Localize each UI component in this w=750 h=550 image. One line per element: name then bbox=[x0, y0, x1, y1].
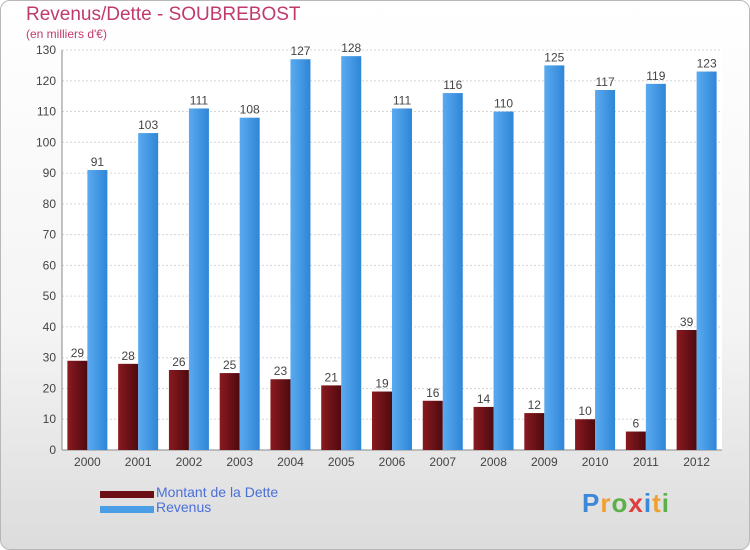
bar-dette bbox=[118, 363, 139, 450]
data-label-dette: 26 bbox=[172, 355, 186, 369]
bar-revenus bbox=[239, 117, 260, 450]
bar-dette bbox=[473, 406, 494, 450]
y-tick-label: 80 bbox=[43, 197, 57, 211]
data-label-dette: 39 bbox=[680, 315, 694, 329]
data-label-dette: 23 bbox=[274, 364, 288, 378]
y-tick-label: 120 bbox=[36, 74, 56, 88]
bar-revenus bbox=[696, 71, 717, 451]
bar-dette bbox=[67, 360, 88, 450]
logo-letter: t bbox=[652, 488, 662, 518]
bar-revenus bbox=[341, 56, 362, 451]
bar-revenus bbox=[290, 59, 311, 450]
bar-revenus bbox=[544, 65, 565, 450]
logo-letter: P bbox=[582, 488, 601, 518]
x-tick-label: 2005 bbox=[328, 455, 355, 469]
data-label-dette: 19 bbox=[375, 377, 389, 391]
bar-revenus bbox=[392, 108, 412, 450]
bar-dette bbox=[321, 385, 342, 450]
data-label-dette: 21 bbox=[325, 370, 339, 384]
x-tick-label: 2006 bbox=[379, 455, 406, 469]
bar-dette bbox=[575, 419, 596, 450]
proxiti-logo: Proxiti bbox=[582, 488, 670, 519]
data-label-dette: 14 bbox=[477, 392, 491, 406]
x-tick-label: 2008 bbox=[480, 455, 507, 469]
logo-letter: r bbox=[600, 488, 612, 518]
data-label-dette: 25 bbox=[223, 358, 237, 372]
bar-dette bbox=[372, 391, 392, 450]
data-label-dette: 28 bbox=[121, 349, 135, 363]
x-tick-label: 2011 bbox=[633, 455, 659, 469]
data-label-dette: 6 bbox=[633, 417, 640, 431]
bar-revenus bbox=[138, 133, 159, 451]
data-label-revenus: 91 bbox=[91, 155, 105, 169]
x-tick-label: 2004 bbox=[277, 455, 304, 469]
y-tick-label: 10 bbox=[43, 412, 57, 426]
data-label-revenus: 119 bbox=[646, 69, 665, 83]
y-tick-label: 40 bbox=[43, 320, 57, 334]
data-label-revenus: 116 bbox=[443, 78, 462, 92]
y-tick-label: 110 bbox=[37, 105, 56, 119]
x-tick-label: 2002 bbox=[176, 455, 203, 469]
y-tick-label: 130 bbox=[36, 43, 56, 57]
x-tick-label: 2003 bbox=[226, 455, 253, 469]
legend-label-dette: Montant de la Dette bbox=[156, 484, 279, 500]
logo-letter: i bbox=[661, 488, 670, 518]
bar-revenus bbox=[493, 111, 514, 451]
y-tick-label: 90 bbox=[43, 166, 57, 180]
bar-revenus bbox=[645, 83, 666, 450]
x-tick-label: 2007 bbox=[429, 455, 456, 469]
x-tick-label: 2012 bbox=[683, 455, 710, 469]
legend-swatch-dette bbox=[100, 491, 154, 498]
bar-dette bbox=[168, 370, 189, 450]
data-label-dette: 16 bbox=[426, 386, 440, 400]
x-tick-label: 2009 bbox=[531, 455, 558, 469]
bar-dette bbox=[422, 400, 443, 450]
data-label-revenus: 111 bbox=[393, 93, 412, 107]
data-label-revenus: 125 bbox=[544, 50, 564, 64]
y-tick-label: 0 bbox=[49, 443, 56, 457]
logo-letter: o bbox=[611, 488, 629, 518]
legend-swatch-revenus bbox=[100, 506, 154, 513]
data-label-dette: 29 bbox=[71, 346, 85, 360]
logo-letter: x bbox=[628, 488, 644, 518]
x-tick-label: 2010 bbox=[582, 455, 609, 469]
legend-label-revenus: Revenus bbox=[156, 499, 212, 515]
bar-dette bbox=[625, 431, 646, 450]
y-tick-label: 70 bbox=[43, 228, 57, 242]
y-tick-label: 50 bbox=[43, 289, 57, 303]
x-tick-label: 2000 bbox=[74, 455, 101, 469]
logo-letter: i bbox=[643, 488, 653, 518]
bar-dette bbox=[270, 379, 291, 450]
bar-dette bbox=[676, 330, 697, 450]
bar-dette bbox=[219, 373, 240, 450]
x-tick-label: 2001 bbox=[125, 455, 152, 469]
data-label-revenus: 128 bbox=[341, 41, 361, 55]
y-tick-label: 100 bbox=[36, 135, 56, 149]
chart-subtitle: (en milliers d'€) bbox=[26, 27, 107, 41]
bar-revenus bbox=[442, 93, 463, 451]
bar-revenus bbox=[87, 170, 108, 450]
data-label-revenus: 103 bbox=[138, 118, 158, 132]
data-label-dette: 10 bbox=[578, 404, 592, 418]
bar-revenus bbox=[188, 108, 209, 450]
y-tick-label: 60 bbox=[43, 258, 57, 272]
data-label-dette: 12 bbox=[528, 398, 542, 412]
chart-title: Revenus/Dette - SOUBREBOST bbox=[26, 4, 301, 25]
data-label-revenus: 123 bbox=[697, 57, 717, 71]
data-label-revenus: 111 bbox=[190, 93, 209, 107]
data-label-revenus: 108 bbox=[240, 103, 260, 117]
y-tick-label: 30 bbox=[43, 351, 57, 365]
bar-revenus bbox=[595, 90, 616, 450]
y-tick-label: 20 bbox=[43, 381, 57, 395]
data-label-revenus: 117 bbox=[596, 75, 615, 89]
data-label-revenus: 110 bbox=[494, 97, 513, 111]
bar-dette bbox=[524, 413, 545, 450]
data-label-revenus: 127 bbox=[290, 44, 310, 58]
